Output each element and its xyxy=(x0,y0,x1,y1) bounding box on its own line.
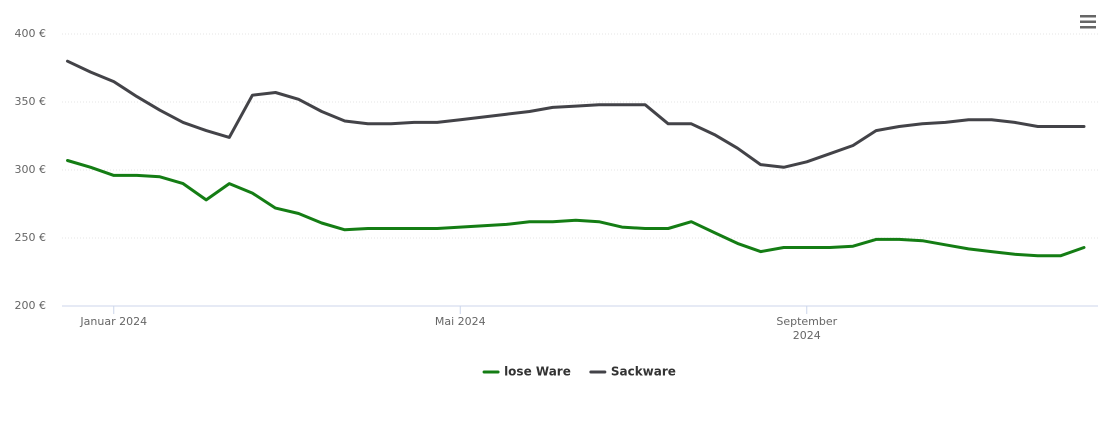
series-line xyxy=(66,159,1086,258)
menu-bar[interactable] xyxy=(1080,15,1096,18)
y-tick-label: 200 € xyxy=(15,299,47,312)
legend-label: lose Ware xyxy=(504,365,571,379)
menu-bar[interactable] xyxy=(1080,26,1096,29)
y-tick-label: 350 € xyxy=(15,95,47,108)
x-tick-label: Januar 2024 xyxy=(80,315,148,328)
legend-label: Sackware xyxy=(611,365,676,379)
menu-bar[interactable] xyxy=(1080,20,1096,24)
y-tick-label: 300 € xyxy=(15,163,47,176)
menu-button[interactable] xyxy=(1078,12,1098,32)
x-tick-label: September 2024 xyxy=(776,315,838,342)
series-line xyxy=(66,59,1086,169)
y-tick-label: 250 € xyxy=(15,231,47,244)
x-tick-label: Mai 2024 xyxy=(434,315,486,328)
y-tick-label: 400 € xyxy=(15,27,47,40)
